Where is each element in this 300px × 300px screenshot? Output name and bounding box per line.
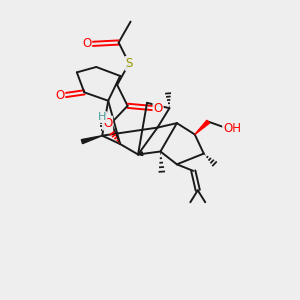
- Text: OH: OH: [223, 122, 241, 135]
- Text: O: O: [103, 117, 112, 130]
- Text: S: S: [125, 57, 133, 70]
- Text: O: O: [55, 89, 64, 102]
- Text: H: H: [98, 112, 106, 122]
- Polygon shape: [81, 136, 102, 144]
- Polygon shape: [195, 120, 210, 134]
- Text: O: O: [82, 38, 91, 50]
- Polygon shape: [138, 152, 143, 155]
- Text: O: O: [153, 102, 163, 115]
